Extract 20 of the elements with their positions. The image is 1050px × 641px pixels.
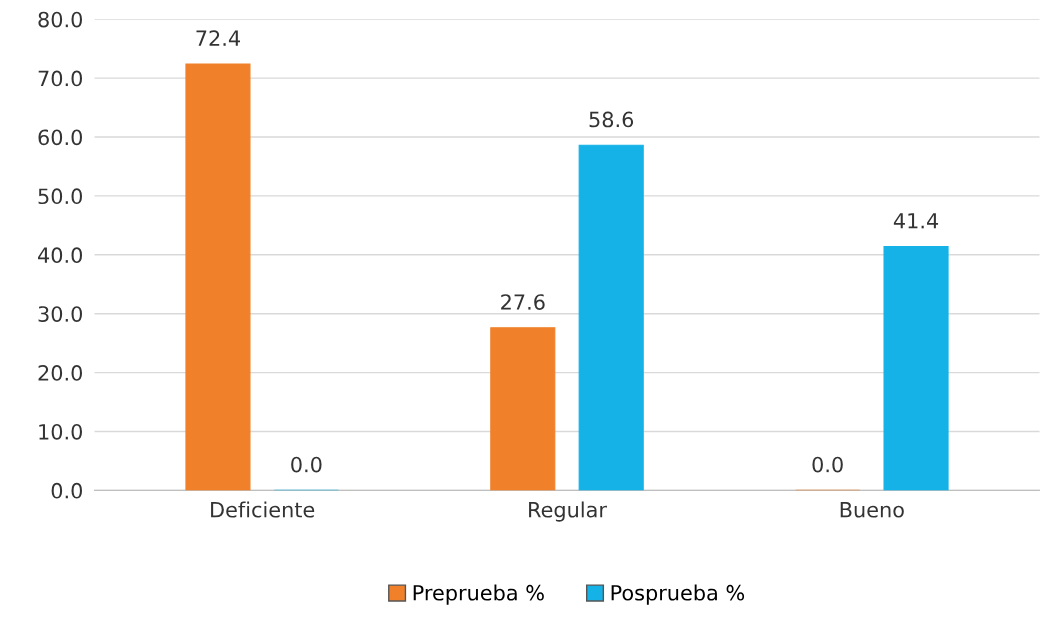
x-tick-label: Bueno: [840, 502, 904, 518]
data-label: 27.6: [501, 294, 545, 310]
legend-label: Preprueba %: [413, 584, 544, 605]
y-tick-label: 80.0: [38, 11, 83, 28]
y-tick-label: 60.0: [38, 129, 83, 146]
x-tick-label: Regular: [529, 501, 607, 522]
data-label: 58.6: [589, 111, 634, 128]
y-tick-label: 40.0: [38, 247, 83, 264]
data-label: 72.4: [196, 30, 240, 46]
y-tick-label: 30.0: [38, 306, 83, 322]
data-label: 0.0: [291, 456, 322, 473]
legend-label: Posprueba %: [611, 584, 745, 605]
data-label: 41.4: [893, 213, 939, 229]
y-tick-label: 10.0: [39, 423, 83, 440]
y-tick-label: 0.0: [51, 482, 83, 499]
y-tick-label: 70.0: [38, 70, 83, 87]
y-tick-label: 20.0: [38, 365, 83, 381]
data-label: 0.0: [812, 456, 843, 473]
y-tick-label: 50.0: [38, 188, 83, 205]
x-tick-label: Deficiente: [211, 501, 315, 518]
